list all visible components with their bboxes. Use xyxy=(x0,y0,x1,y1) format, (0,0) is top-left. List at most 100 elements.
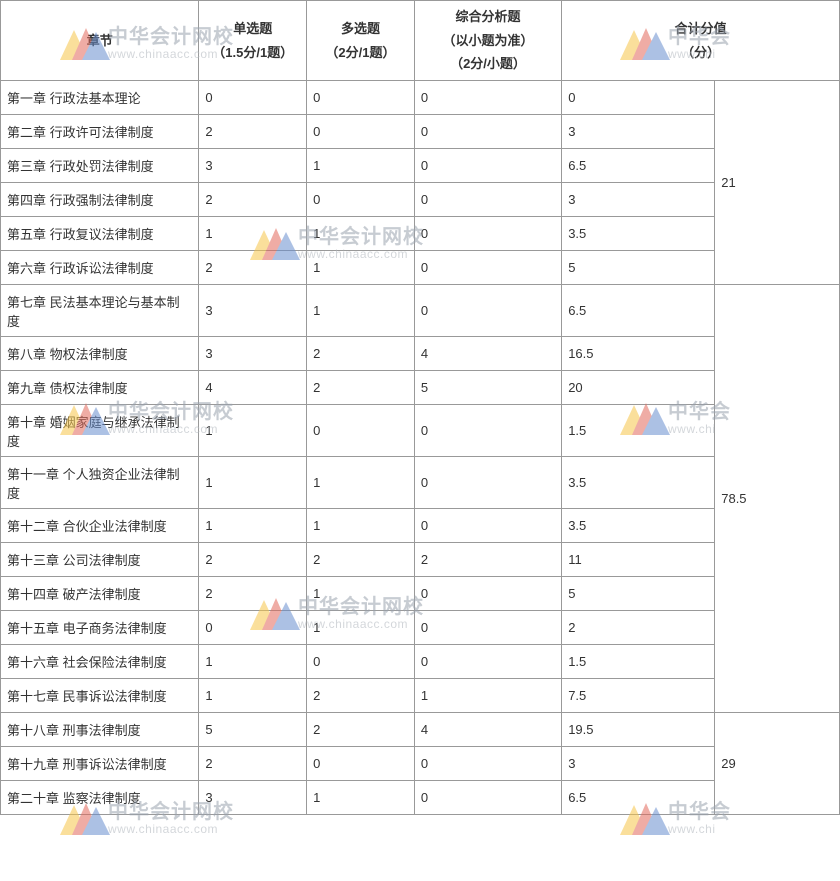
cell-single: 1 xyxy=(199,509,307,543)
cell-compre: 0 xyxy=(414,115,561,149)
cell-compre: 0 xyxy=(414,747,561,781)
cell-compre: 0 xyxy=(414,611,561,645)
cell-group-total: 21 xyxy=(715,81,840,285)
cell-chapter: 第十五章 电子商务法律制度 xyxy=(1,611,199,645)
cell-sub: 5 xyxy=(562,251,715,285)
cell-multi: 2 xyxy=(307,713,415,747)
cell-chapter: 第十三章 公司法律制度 xyxy=(1,543,199,577)
cell-compre: 0 xyxy=(414,509,561,543)
cell-single: 2 xyxy=(199,747,307,781)
cell-chapter: 第二十章 监察法律制度 xyxy=(1,781,199,815)
cell-single: 1 xyxy=(199,645,307,679)
table-row: 第十四章 破产法律制度2105 xyxy=(1,577,840,611)
cell-single: 2 xyxy=(199,183,307,217)
cell-chapter: 第一章 行政法基本理论 xyxy=(1,81,199,115)
th-compre: 综合分析题（以小题为准）（2分/小题） xyxy=(414,1,561,81)
cell-group-total: 78.5 xyxy=(715,285,840,713)
cell-sub: 1.5 xyxy=(562,645,715,679)
cell-compre: 0 xyxy=(414,183,561,217)
cell-sub: 16.5 xyxy=(562,337,715,371)
table-row: 第十九章 刑事诉讼法律制度2003 xyxy=(1,747,840,781)
cell-multi: 1 xyxy=(307,149,415,183)
table-row: 第十五章 电子商务法律制度0102 xyxy=(1,611,840,645)
table-row: 第十三章 公司法律制度22211 xyxy=(1,543,840,577)
cell-compre: 0 xyxy=(414,781,561,815)
cell-single: 0 xyxy=(199,81,307,115)
cell-single: 3 xyxy=(199,149,307,183)
cell-sub: 5 xyxy=(562,577,715,611)
cell-compre: 0 xyxy=(414,81,561,115)
table-row: 第十七章 民事诉讼法律制度1217.5 xyxy=(1,679,840,713)
cell-sub: 6.5 xyxy=(562,285,715,337)
cell-compre: 4 xyxy=(414,713,561,747)
table-row: 第十章 婚姻家庭与继承法律制度1001.5 xyxy=(1,405,840,457)
cell-multi: 1 xyxy=(307,611,415,645)
cell-single: 0 xyxy=(199,611,307,645)
cell-chapter: 第七章 民法基本理论与基本制度 xyxy=(1,285,199,337)
cell-single: 4 xyxy=(199,371,307,405)
cell-compre: 4 xyxy=(414,337,561,371)
cell-group-total: 29 xyxy=(715,713,840,815)
cell-chapter: 第十七章 民事诉讼法律制度 xyxy=(1,679,199,713)
cell-multi: 0 xyxy=(307,405,415,457)
cell-chapter: 第十八章 刑事法律制度 xyxy=(1,713,199,747)
cell-multi: 2 xyxy=(307,543,415,577)
cell-compre: 0 xyxy=(414,645,561,679)
cell-multi: 2 xyxy=(307,371,415,405)
cell-single: 2 xyxy=(199,543,307,577)
cell-single: 2 xyxy=(199,115,307,149)
cell-chapter: 第八章 物权法律制度 xyxy=(1,337,199,371)
table-row: 第四章 行政强制法律制度2003 xyxy=(1,183,840,217)
cell-chapter: 第九章 债权法律制度 xyxy=(1,371,199,405)
table-row: 第五章 行政复议法律制度1103.5 xyxy=(1,217,840,251)
cell-sub: 11 xyxy=(562,543,715,577)
cell-compre: 0 xyxy=(414,577,561,611)
table-row: 第十六章 社会保险法律制度1001.5 xyxy=(1,645,840,679)
cell-sub: 19.5 xyxy=(562,713,715,747)
table-row: 第六章 行政诉讼法律制度2105 xyxy=(1,251,840,285)
table-row: 第十八章 刑事法律制度52419.529 xyxy=(1,713,840,747)
cell-multi: 1 xyxy=(307,457,415,509)
cell-chapter: 第五章 行政复议法律制度 xyxy=(1,217,199,251)
cell-chapter: 第十九章 刑事诉讼法律制度 xyxy=(1,747,199,781)
cell-single: 2 xyxy=(199,577,307,611)
cell-single: 2 xyxy=(199,251,307,285)
cell-compre: 0 xyxy=(414,251,561,285)
table-row: 第一章 行政法基本理论000021 xyxy=(1,81,840,115)
cell-compre: 1 xyxy=(414,679,561,713)
cell-single: 1 xyxy=(199,457,307,509)
cell-sub: 1.5 xyxy=(562,405,715,457)
table-row: 第二章 行政许可法律制度2003 xyxy=(1,115,840,149)
cell-multi: 0 xyxy=(307,115,415,149)
cell-multi: 2 xyxy=(307,337,415,371)
table-row: 第七章 民法基本理论与基本制度3106.578.5 xyxy=(1,285,840,337)
cell-multi: 0 xyxy=(307,645,415,679)
cell-multi: 1 xyxy=(307,285,415,337)
cell-single: 3 xyxy=(199,781,307,815)
table-row: 第二十章 监察法律制度3106.5 xyxy=(1,781,840,815)
cell-multi: 0 xyxy=(307,747,415,781)
cell-chapter: 第十四章 破产法律制度 xyxy=(1,577,199,611)
cell-sub: 3.5 xyxy=(562,457,715,509)
cell-multi: 2 xyxy=(307,679,415,713)
cell-sub: 0 xyxy=(562,81,715,115)
table-row: 第十二章 合伙企业法律制度1103.5 xyxy=(1,509,840,543)
cell-multi: 1 xyxy=(307,251,415,285)
cell-chapter: 第四章 行政强制法律制度 xyxy=(1,183,199,217)
th-total: 合计分值（分） xyxy=(562,1,840,81)
cell-chapter: 第十一章 个人独资企业法律制度 xyxy=(1,457,199,509)
cell-compre: 0 xyxy=(414,285,561,337)
cell-sub: 6.5 xyxy=(562,149,715,183)
cell-sub: 6.5 xyxy=(562,781,715,815)
cell-compre: 0 xyxy=(414,405,561,457)
score-table: 章节 单选题（1.5分/1题） 多选题（2分/1题） 综合分析题（以小题为准）（… xyxy=(0,0,840,815)
cell-multi: 1 xyxy=(307,781,415,815)
cell-single: 1 xyxy=(199,217,307,251)
cell-sub: 2 xyxy=(562,611,715,645)
cell-sub: 3 xyxy=(562,115,715,149)
cell-compre: 5 xyxy=(414,371,561,405)
cell-sub: 20 xyxy=(562,371,715,405)
cell-single: 1 xyxy=(199,679,307,713)
cell-sub: 3.5 xyxy=(562,509,715,543)
cell-multi: 1 xyxy=(307,577,415,611)
